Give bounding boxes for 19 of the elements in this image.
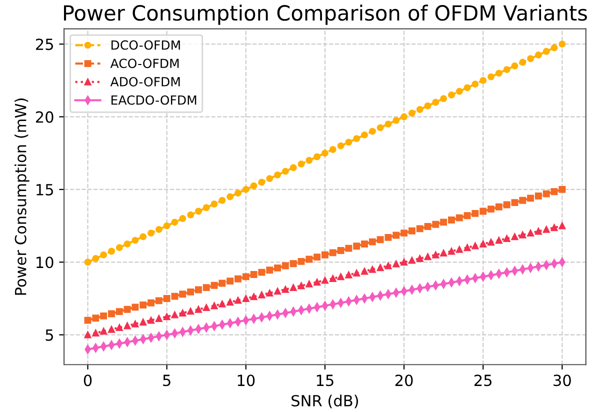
- y-tick-label: 5: [46, 329, 53, 341]
- x-tick-label: 30: [554, 374, 571, 386]
- legend-label: EACDO-OFDM: [112, 95, 196, 105]
- y-axis-title: Power Consumption (mW): [14, 98, 30, 295]
- x-tick-label: 0: [84, 374, 92, 386]
- chart-title: Power Consumption Comparison of OFDM Variants: [64, 4, 587, 25]
- legend-label: ADO-OFDM: [110, 77, 180, 86]
- x-tick-label: 25: [474, 374, 492, 386]
- y-tick-label: 25: [36, 38, 53, 50]
- x-tick-label: 10: [238, 374, 255, 386]
- x-tick-label: 20: [395, 374, 413, 386]
- y-tick-label: 15: [36, 184, 53, 196]
- y-tick-label: 20: [36, 111, 54, 123]
- x-tick-label: 5: [163, 374, 170, 386]
- y-tick-label: 10: [36, 256, 54, 268]
- x-tick-label: 15: [316, 374, 334, 386]
- legend-label: DCO-OFDM: [112, 40, 180, 50]
- x-axis-title: SNR (dB): [292, 394, 358, 408]
- legend-label: ACO-OFDM: [110, 58, 179, 68]
